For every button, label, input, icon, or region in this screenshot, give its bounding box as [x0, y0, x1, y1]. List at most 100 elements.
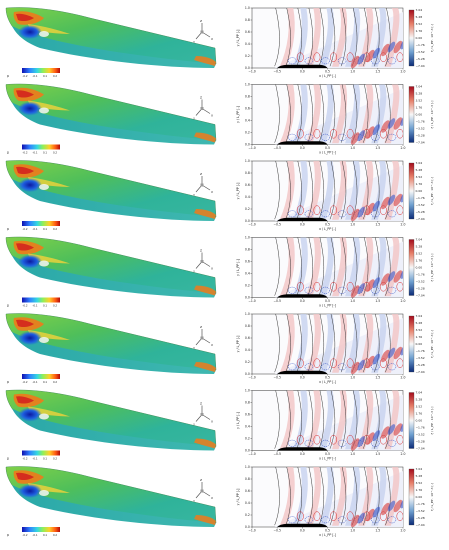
y-tick-label: 0.4	[245, 42, 250, 46]
contour-line	[340, 390, 347, 449]
contour-line	[307, 237, 313, 296]
crest-contour	[296, 205, 304, 215]
bow-peak-pressure	[16, 90, 34, 98]
transverse-wave	[345, 161, 361, 220]
pressure-colorbar: p -0.2 -0.1 0.1 0.2	[7, 374, 60, 384]
axis-triad: Z X Y	[193, 96, 213, 121]
transverse-wave	[345, 390, 361, 450]
y-tick-label: 0.8	[245, 18, 250, 22]
x-tick-label: 2.0	[401, 223, 406, 227]
wake-trough	[372, 430, 381, 441]
x-tick-label: 1.5	[375, 223, 380, 227]
contour-line	[307, 84, 313, 143]
hull-bottom	[12, 179, 216, 221]
crest-contour	[313, 128, 321, 139]
x-tick-label: 1.0	[350, 529, 355, 533]
transverse-wave	[318, 390, 335, 450]
pressure-label: p	[7, 151, 9, 155]
panel-row: p -0.2 -0.1 0.1 0.2 Z X Y −1.0 −0.5 0.0 0.5 1.0 1.5 2.…	[5, 465, 434, 537]
wake-crest	[393, 193, 403, 207]
crest-contour	[346, 52, 354, 62]
trough-contour	[304, 516, 314, 524]
bulb-highlight	[39, 413, 49, 420]
hull-bottom	[12, 408, 216, 451]
x-tick-label: 2.0	[401, 299, 406, 303]
wake-crest	[393, 423, 403, 436]
contour-line	[318, 161, 325, 220]
wake-trough	[372, 506, 381, 518]
x-tick-label: 0.0	[300, 223, 305, 227]
cbar-tick-label: −7.04	[416, 294, 425, 298]
contour-line	[274, 161, 280, 220]
y-tick-label: 1.0	[245, 83, 250, 87]
trough-contour	[337, 133, 347, 141]
pressure-tick: -0.2	[22, 304, 27, 308]
contour-line	[285, 314, 291, 373]
cbar-tick-label: −3.52	[416, 509, 425, 513]
wake-trough	[387, 118, 396, 129]
triad-x-label: X	[211, 114, 213, 118]
cbar-tick-label: −1.76	[416, 196, 425, 200]
y-tick-label: 0.8	[245, 401, 250, 405]
triad-z-label: Z	[200, 478, 202, 482]
triad-origin	[200, 30, 204, 34]
contour-line	[374, 467, 380, 526]
transverse-wave	[279, 314, 295, 373]
cbar-tick-label: 5.28	[416, 474, 423, 478]
contour-line	[318, 390, 325, 449]
pressure-colorbar-fill	[22, 297, 60, 303]
trough-contour	[337, 439, 347, 447]
wake-crest	[365, 508, 375, 522]
cbar-tick-label: −7.04	[416, 523, 425, 527]
triad-y-label: Y	[193, 270, 195, 274]
cbar-tick-label: −7.04	[416, 370, 425, 374]
pressure-label: p	[7, 304, 9, 308]
wave-field	[274, 467, 403, 527]
y-tick-label: 0.2	[245, 207, 250, 211]
trough-contour	[288, 133, 297, 141]
pressure-colorbar: p -0.2 -0.1 0.1 0.2	[7, 221, 60, 231]
crest-contour	[396, 52, 403, 62]
wave-plot: −1.0 −0.5 0.0 0.5 1.0 1.5 2.0 0.0 0.2 0.4 0.6 0.8 1.…	[236, 6, 405, 78]
trough-contour	[304, 210, 314, 218]
wake-crest	[381, 196, 390, 210]
hull-view	[5, 83, 217, 145]
y-tick-label: 0.6	[245, 260, 250, 264]
pressure-tick: -0.2	[22, 457, 27, 461]
contour-line	[340, 84, 347, 143]
y-axis-title: y / L_PP [-]	[236, 336, 240, 353]
x-axis-title: x / L_PP [-]	[319, 457, 336, 461]
cbar-tick-label: 5.28	[416, 398, 423, 402]
hull-footprint	[277, 294, 328, 298]
x-tick-label: −1.0	[248, 146, 256, 150]
y-tick-label: 0.0	[245, 219, 250, 223]
contour-line	[285, 161, 291, 220]
cbar-tick-label: 1.76	[416, 488, 423, 492]
y-axis-title: y / L_PP [-]	[236, 106, 240, 123]
cbar-tick-label: −5.28	[416, 134, 425, 138]
wave-plot: −1.0 −0.5 0.0 0.5 1.0 1.5 2.0 0.0 0.2 0.4 0.6 0.8 1.…	[236, 389, 405, 461]
y-tick-label: 1.0	[245, 389, 250, 393]
x-tick-label: 0.5	[325, 70, 330, 74]
transverse-wave	[345, 8, 361, 67]
contour-line	[385, 467, 391, 526]
y-tick-label: 0.2	[245, 54, 250, 58]
x-tick-label: 0.0	[300, 452, 305, 456]
wake-crest	[350, 132, 360, 145]
trough-contour	[321, 439, 330, 447]
wake-trough	[357, 53, 365, 65]
cbar-tick-label: 1.76	[416, 335, 423, 339]
hull-bottom	[12, 485, 216, 527]
triad-y-label: Y	[193, 40, 195, 44]
stern-pressure	[194, 438, 216, 449]
transverse-wave	[358, 84, 374, 144]
wake-trough	[387, 500, 396, 512]
pressure-tick: -0.2	[22, 533, 27, 537]
x-tick-label: −0.5	[273, 70, 281, 74]
x-tick-label: −1.0	[248, 299, 256, 303]
wake-crest	[350, 55, 360, 68]
contour-line	[374, 390, 380, 449]
transverse-wave	[345, 314, 361, 373]
x-tick-label: 2.0	[401, 529, 406, 533]
x-tick-label: −1.0	[248, 376, 256, 380]
